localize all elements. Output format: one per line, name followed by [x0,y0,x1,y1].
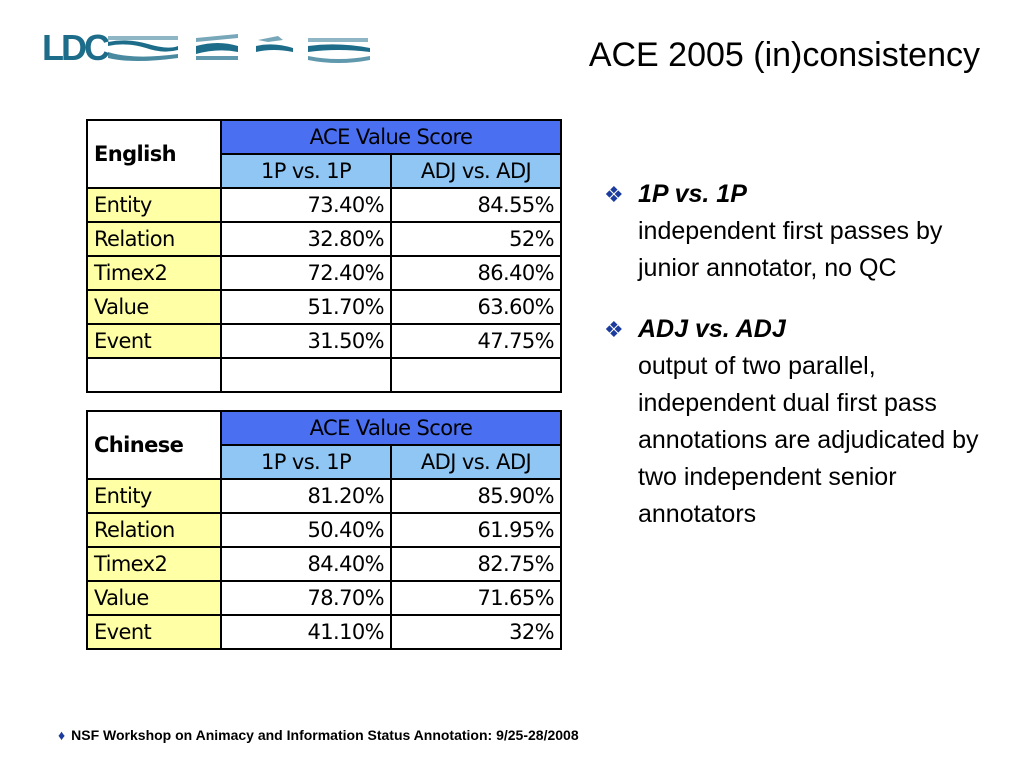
column-header-adj: ADJ vs. ADJ [390,153,562,189]
value-adj: 47.75% [390,323,562,359]
bullet-text: independent first passes by junior annot… [638,217,943,282]
table-row: Event 31.50% 47.75% [86,323,562,359]
value-adj: 63.60% [390,289,562,325]
value-1p: 73.40% [220,187,392,223]
value-1p: 32.80% [220,221,392,257]
table-row: Timex2 72.40% 86.40% [86,255,562,291]
value-adj: 86.40% [390,255,562,291]
column-header-adj: ADJ vs. ADJ [390,444,562,480]
row-label: Timex2 [86,255,222,291]
table-row: Event 41.10% 32% [86,614,562,650]
table-row: Entity 73.40% 84.55% [86,187,562,223]
value-1p: 31.50% [220,323,392,359]
value-adj: 84.55% [390,187,562,223]
value-adj: 71.65% [390,580,562,616]
value-1p: 51.70% [220,289,392,325]
spacer-cell [220,357,392,393]
logo-waves-graphic [108,34,370,63]
table-row: Value 78.70% 71.65% [86,580,562,616]
table-row: Relation 32.80% 52% [86,221,562,257]
slide-title: ACE 2005 (in)consistency [588,36,980,74]
bullet-heading: 1P vs. 1P [638,180,747,208]
table-row: Entity 81.20% 85.90% [86,478,562,514]
table-language-label: Chinese [86,410,222,480]
spacer-cell [390,357,562,393]
table-row: Relation 50.40% 61.95% [86,512,562,548]
value-1p: 72.40% [220,255,392,291]
bullet-heading: ADJ vs. ADJ [638,315,786,343]
ldc-logo: LDC [42,26,382,70]
footer-text: NSF Workshop on Animacy and Information … [71,727,579,743]
four-diamond-icon: ❖ [604,317,624,342]
value-adj: 52% [390,221,562,257]
value-adj: 82.75% [390,546,562,582]
table-header: ACE Value Score [220,119,562,155]
row-label: Entity [86,187,222,223]
table-header: ACE Value Score [220,410,562,446]
value-adj: 85.90% [390,478,562,514]
value-1p: 84.40% [220,546,392,582]
row-label: Relation [86,221,222,257]
spacer-cell [86,357,222,393]
value-1p: 41.10% [220,614,392,650]
spacer-row [86,357,562,393]
bullet-item: ❖ 1P vs. 1P independent first passes by … [604,176,1004,287]
bullet-list: ❖ 1P vs. 1P independent first passes by … [604,176,1004,557]
value-adj: 32% [390,614,562,650]
column-header-1p: 1P vs. 1P [220,444,392,480]
bullet-text: output of two parallel, independent dual… [638,352,979,528]
bullet-item: ❖ ADJ vs. ADJ output of two parallel, in… [604,311,1004,533]
logo-text: LDC [42,27,110,68]
row-label: Event [86,323,222,359]
table-language-label: English [86,119,222,189]
row-label: Event [86,614,222,650]
value-1p: 78.70% [220,580,392,616]
value-1p: 81.20% [220,478,392,514]
value-1p: 50.40% [220,512,392,548]
row-label: Relation [86,512,222,548]
row-label: Value [86,289,222,325]
row-label: Value [86,580,222,616]
english-score-table: English ACE Value Score 1P vs. 1P ADJ vs… [86,119,562,393]
table-row: Timex2 84.40% 82.75% [86,546,562,582]
table-row: Value 51.70% 63.60% [86,289,562,325]
row-label: Entity [86,478,222,514]
diamond-icon: ♦ [58,727,66,743]
column-header-1p: 1P vs. 1P [220,153,392,189]
value-adj: 61.95% [390,512,562,548]
four-diamond-icon: ❖ [604,182,624,207]
footer: ♦ NSF Workshop on Animacy and Information… [58,727,579,743]
row-label: Timex2 [86,546,222,582]
chinese-score-table: Chinese ACE Value Score 1P vs. 1P ADJ vs… [86,410,562,650]
